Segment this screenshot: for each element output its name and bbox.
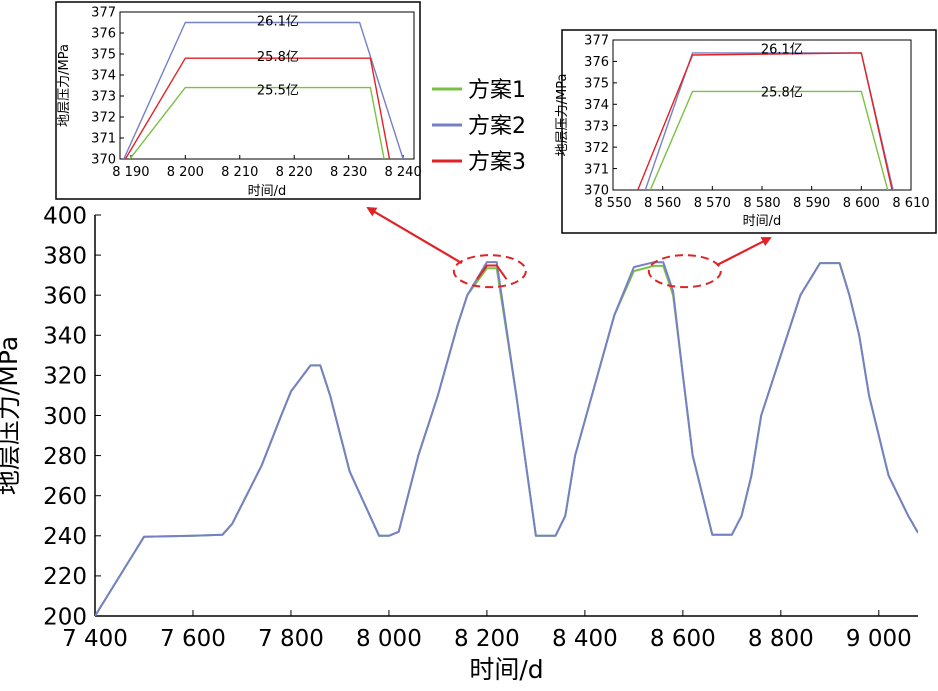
inset1-series-line-3 [124,57,391,159]
inset2-series-line-3 [637,52,893,190]
callout-arrow-1 [366,206,463,265]
main-y-tick-label: 360 [43,283,87,309]
inset1-plot-area [119,11,415,160]
main-x-tick-label: 8 200 [454,626,520,652]
inset2-y-tick-label: 375 [584,77,609,92]
main-y-axis-title: 地层压力/MPa [0,336,23,495]
inset1-y-tick-label: 374 [91,69,116,84]
main-series-line-3 [476,264,508,280]
inset1-x-tick-label: 8 190 [112,165,149,180]
inset2-y-tick-label: 370 [584,184,609,199]
main-y-tick-label: 300 [43,404,87,430]
inset2-y-axis-title: 地层压力/MPa [555,74,570,157]
inset1-y-tick-label: 376 [91,27,116,42]
main-y-tick-label: 260 [43,484,87,510]
main-series-line-2 [95,261,918,616]
callouts [366,206,772,289]
inset2-x-tick-label: 8 550 [594,196,631,211]
main-x-tick-label: 7 800 [258,626,324,652]
main-y-tick-label: 340 [43,324,87,350]
inset2-x-tick-label: 8 610 [892,196,929,211]
main-panel: 7 400 7 600 7 800 8 000 8 200 8 400 8 600 8 800… [0,203,918,684]
inset2-y-tick-label: 374 [584,98,609,113]
inset1-value-annotation: 25.5亿 [257,84,299,99]
inset2-x-tick-label: 8 560 [644,196,681,211]
main-y-tick-label: 220 [43,564,87,590]
inset2-value-annotation: 25.8亿 [761,85,803,100]
inset1-x-tick-label: 8 230 [330,165,367,180]
inset1-y-tick-label: 371 [91,132,116,147]
inset2-value-annotation: 26.1亿 [761,43,803,58]
inset2-panel: 8 550 8 560 8 570 8 580 8 590 8 600 8 610 370 37… [555,29,937,234]
inset2-y-tick-label: 377 [584,34,609,49]
inset2-frame [561,29,937,234]
inset2-y-tick-label: 371 [584,162,609,177]
inset1-y-tick-label: 372 [91,111,116,126]
main-x-tick-label: 8 400 [552,626,618,652]
inset2-x-axis-title: 时间/d [743,214,782,229]
inset1-y-tick-label: 375 [91,48,116,63]
inset2-x-tick-label: 8 570 [694,196,731,211]
main-y-tick-label: 320 [43,364,87,390]
inset1-x-axis-title: 时间/d [248,184,287,199]
legend-label-3: 方案3 [468,150,526,175]
inset1-y-tick-label: 377 [91,6,116,21]
inset2-y-tick-label: 376 [584,55,609,70]
inset1-x-tick-label: 8 240 [385,165,422,180]
main-y-tick-label: 380 [43,243,87,269]
inset1-x-tick-label: 8 200 [167,165,204,180]
inset2-series-line-1 [649,90,889,190]
inset1-x-tick-label: 8 220 [276,165,313,180]
legend: 方案1 方案2 方案3 [432,78,526,175]
main-x-axis-title: 时间/d [469,655,543,684]
main-x-tick-label: 8 800 [748,626,814,652]
inset2-x-tick-label: 8 590 [793,196,830,211]
inset1-y-tick-label: 370 [91,153,116,168]
main-y-tick-label: 240 [43,524,87,550]
inset1-y-tick-label: 373 [91,90,116,105]
main-x-tick-label: 9 000 [846,626,912,652]
inset2-x-tick-label: 8 580 [743,196,780,211]
inset2-x-tick-label: 8 600 [843,196,880,211]
legend-label-2: 方案2 [468,114,526,139]
inset1-value-annotation: 26.1亿 [257,14,299,29]
zoom-ellipse-2 [647,254,722,289]
inset1-series-line-1 [129,86,385,159]
main-x-tick-label: 7 400 [62,626,128,652]
legend-label-1: 方案1 [468,78,526,103]
inset1-frame [55,1,421,200]
inset1-y-axis-title: 地层压力/MPa [57,44,72,127]
main-y-tick-label: 400 [43,203,87,229]
callout-arrow-2 [716,237,772,267]
main-x-tick-label: 7 600 [160,626,226,652]
zoom-ellipse-1 [452,254,527,289]
inset1-panel: 8 190 8 200 8 210 8 220 8 230 8 240 370 371 372 3… [55,1,422,200]
inset1-series-line-2 [123,21,404,159]
inset2-y-tick-label: 373 [584,119,609,134]
main-y-tick-label: 280 [43,444,87,470]
inset2-y-tick-label: 372 [584,141,609,156]
main-x-tick-label: 8 600 [650,626,716,652]
inset1-value-annotation: 25.8亿 [257,50,299,65]
main-y-tick-label: 200 [43,604,87,630]
inset1-x-tick-label: 8 210 [221,165,258,180]
main-x-tick-label: 8 000 [356,626,422,652]
